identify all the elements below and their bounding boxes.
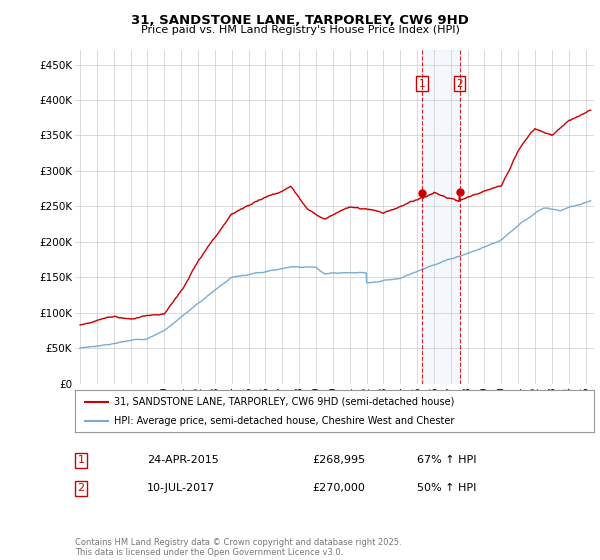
Text: 31, SANDSTONE LANE, TARPORLEY, CW6 9HD (semi-detached house): 31, SANDSTONE LANE, TARPORLEY, CW6 9HD (… bbox=[114, 396, 454, 407]
Text: 10-JUL-2017: 10-JUL-2017 bbox=[147, 483, 215, 493]
Text: 1: 1 bbox=[77, 455, 85, 465]
Text: Price paid vs. HM Land Registry's House Price Index (HPI): Price paid vs. HM Land Registry's House … bbox=[140, 25, 460, 35]
Text: 67% ↑ HPI: 67% ↑ HPI bbox=[417, 455, 476, 465]
Text: 31, SANDSTONE LANE, TARPORLEY, CW6 9HD: 31, SANDSTONE LANE, TARPORLEY, CW6 9HD bbox=[131, 14, 469, 27]
Text: £270,000: £270,000 bbox=[312, 483, 365, 493]
Text: HPI: Average price, semi-detached house, Cheshire West and Chester: HPI: Average price, semi-detached house,… bbox=[114, 416, 454, 426]
Text: 1: 1 bbox=[419, 79, 425, 88]
Text: 50% ↑ HPI: 50% ↑ HPI bbox=[417, 483, 476, 493]
Text: 2: 2 bbox=[456, 79, 463, 88]
Bar bbox=[422, 50, 460, 384]
Text: 2: 2 bbox=[77, 483, 85, 493]
Text: 24-APR-2015: 24-APR-2015 bbox=[147, 455, 219, 465]
Text: £268,995: £268,995 bbox=[312, 455, 365, 465]
Text: Contains HM Land Registry data © Crown copyright and database right 2025.
This d: Contains HM Land Registry data © Crown c… bbox=[75, 538, 401, 557]
